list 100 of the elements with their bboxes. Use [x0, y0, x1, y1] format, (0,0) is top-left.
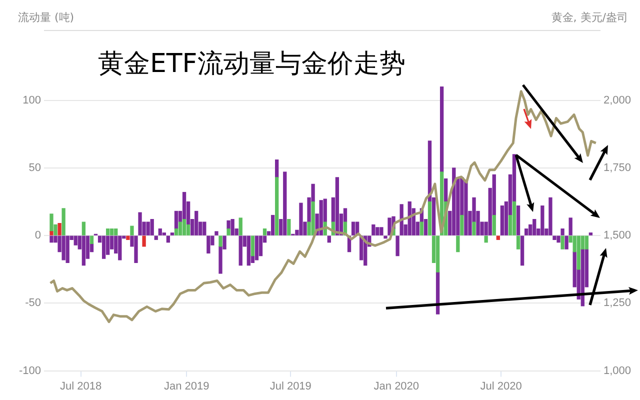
bar — [351, 222, 356, 236]
bar — [396, 236, 400, 256]
bar — [428, 201, 432, 236]
bar — [335, 177, 340, 236]
bar — [299, 202, 303, 236]
bar — [520, 236, 524, 266]
bar — [540, 205, 544, 236]
bar — [311, 201, 315, 236]
bar — [182, 219, 186, 236]
bar — [206, 236, 210, 254]
x-tick-label: Jul 2020 — [480, 380, 522, 392]
bar — [178, 222, 182, 236]
y-tick-label: 50 — [28, 162, 42, 174]
bar — [118, 236, 122, 260]
bar — [110, 228, 114, 236]
y2-tick-label: 1,250 — [603, 297, 632, 310]
text: 黄金ETF流动量与金价走势 — [98, 48, 406, 81]
y2-tick-label: 1,500 — [603, 230, 632, 242]
bar — [146, 222, 150, 236]
x-tick-label: Jan 2020 — [374, 380, 420, 392]
bar — [114, 228, 118, 236]
bar — [202, 222, 206, 236]
bar — [380, 227, 384, 236]
bar — [106, 236, 110, 255]
bar — [576, 236, 580, 270]
bar — [456, 236, 460, 252]
bar — [154, 236, 158, 240]
bar — [548, 197, 552, 236]
bar — [138, 212, 142, 236]
bar — [102, 236, 106, 259]
bar — [50, 236, 54, 243]
bar — [262, 228, 267, 236]
bar — [580, 248, 584, 306]
bar — [258, 236, 263, 256]
bar — [270, 214, 275, 236]
bar — [500, 205, 504, 236]
bar — [287, 219, 291, 236]
bar — [388, 218, 392, 236]
bar — [384, 236, 388, 239]
bar — [376, 227, 380, 236]
bar — [275, 177, 279, 236]
bar — [560, 236, 564, 250]
bar — [142, 236, 146, 247]
x-tick-label: Jul 2019 — [270, 380, 312, 392]
y2-tick-label: 1,750 — [603, 162, 632, 174]
bar — [275, 160, 279, 178]
y2-axis-title: 黄金, 美元/盎司 — [551, 10, 628, 25]
y-tick-label: -50 — [25, 297, 42, 310]
y2-tick-label: 1,000 — [603, 364, 632, 377]
bar — [516, 236, 520, 250]
bar — [372, 224, 376, 236]
bar — [162, 232, 166, 236]
bar — [420, 222, 424, 236]
bar — [134, 236, 138, 263]
y2-tick-label: 2,000 — [603, 94, 632, 106]
bar — [82, 236, 86, 266]
y-axis-title: 流动量 (吨) — [18, 10, 74, 25]
bar — [460, 214, 464, 236]
bar — [58, 223, 62, 236]
bar — [90, 236, 94, 244]
bar — [106, 228, 110, 236]
bar — [516, 205, 520, 236]
bar — [174, 210, 178, 230]
bar — [246, 236, 250, 266]
bar — [226, 228, 230, 236]
bar — [238, 236, 242, 266]
bar — [512, 201, 516, 236]
bar — [62, 236, 66, 260]
y-tick-label: 0 — [34, 230, 42, 242]
bar — [126, 236, 130, 240]
bar — [532, 219, 536, 236]
bar — [552, 236, 556, 240]
bar — [130, 226, 134, 236]
bar — [564, 236, 568, 250]
bar — [158, 228, 162, 236]
y-tick-label: 100 — [22, 94, 42, 106]
bar — [166, 236, 170, 243]
bar — [524, 228, 528, 236]
bar — [568, 218, 572, 236]
bar — [472, 222, 476, 236]
bar — [464, 181, 468, 236]
bar — [170, 232, 174, 236]
bar — [436, 236, 440, 272]
bar — [584, 236, 589, 250]
bar — [556, 236, 560, 243]
bar — [214, 231, 218, 236]
bar — [218, 236, 222, 247]
x-tick-label: Jan 2019 — [164, 380, 210, 392]
bar — [194, 210, 198, 236]
bar — [440, 86, 444, 172]
bar — [238, 218, 242, 236]
bar — [50, 231, 54, 236]
x-tick-label: Jul 2018 — [60, 380, 102, 392]
bar — [250, 236, 255, 256]
bar — [444, 178, 448, 202]
bar — [254, 236, 259, 260]
bar — [560, 228, 564, 236]
bar — [588, 232, 593, 236]
bar — [327, 236, 331, 243]
bar — [230, 219, 234, 236]
